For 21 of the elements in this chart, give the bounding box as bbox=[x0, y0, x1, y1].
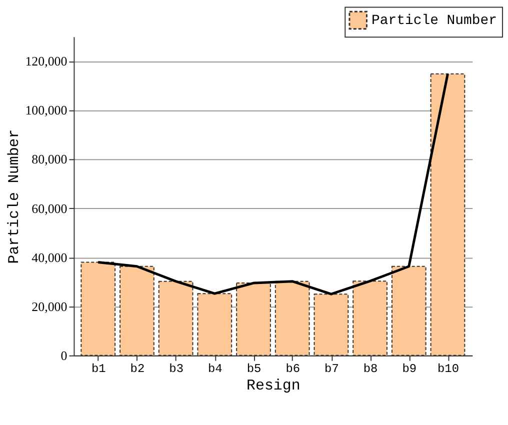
x-tick-label: b2 bbox=[130, 362, 145, 376]
x-tick-label: b7 bbox=[324, 362, 339, 376]
y-tick-label: 100,000 bbox=[25, 102, 68, 118]
y-axis-title: Particle Number bbox=[7, 129, 24, 264]
y-tick-label: 20,000 bbox=[32, 298, 68, 314]
y-tick-label: 0 bbox=[60, 348, 68, 363]
x-tick-label: b5 bbox=[246, 362, 262, 376]
x-tick-label: b10 bbox=[437, 362, 459, 376]
x-tick-label: b3 bbox=[169, 362, 184, 376]
x-tick-label: b1 bbox=[91, 362, 106, 376]
x-tick-label: b8 bbox=[363, 362, 378, 376]
x-tick-label: b9 bbox=[402, 362, 417, 376]
y-tick-label: 60,000 bbox=[32, 200, 68, 216]
x-axis-title: Resign bbox=[246, 378, 300, 395]
y-tick-label: 120,000 bbox=[25, 54, 68, 69]
x-tick-label: b6 bbox=[286, 362, 300, 376]
y-tick-label: 80,000 bbox=[32, 152, 68, 167]
legend-label: Particle Number bbox=[372, 13, 498, 30]
y-tick-label: 40,000 bbox=[32, 250, 68, 265]
x-tick-label: b4 bbox=[208, 362, 222, 376]
line-series bbox=[96, 72, 449, 296]
